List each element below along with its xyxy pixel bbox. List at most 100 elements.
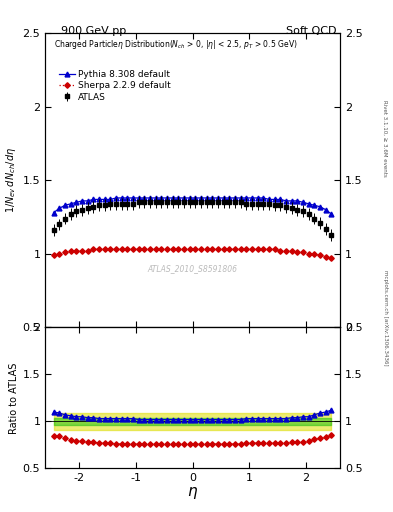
Pythia 8.308 default <box>261 195 266 201</box>
Pythia 8.308 default <box>182 195 186 201</box>
Sherpa 2.2.9 default <box>278 248 283 254</box>
Pythia 8.308 default <box>193 195 198 201</box>
Pythia 8.308 default <box>62 202 67 208</box>
Pythia 8.308 default <box>289 198 294 204</box>
Pythia 8.308 default <box>91 196 96 202</box>
Pythia 8.308 default <box>176 195 181 201</box>
Sherpa 2.2.9 default <box>204 246 209 252</box>
Pythia 8.308 default <box>142 195 147 201</box>
Sherpa 2.2.9 default <box>295 249 300 255</box>
Sherpa 2.2.9 default <box>233 246 237 252</box>
Sherpa 2.2.9 default <box>187 246 192 252</box>
Sherpa 2.2.9 default <box>51 252 56 259</box>
Sherpa 2.2.9 default <box>250 246 254 252</box>
Sherpa 2.2.9 default <box>108 246 113 252</box>
Sherpa 2.2.9 default <box>284 248 288 254</box>
Sherpa 2.2.9 default <box>68 248 73 254</box>
Sherpa 2.2.9 default <box>165 246 169 252</box>
Text: ATLAS_2010_S8591806: ATLAS_2010_S8591806 <box>147 264 238 273</box>
Sherpa 2.2.9 default <box>239 246 243 252</box>
Pythia 8.308 default <box>221 195 226 201</box>
Sherpa 2.2.9 default <box>329 255 334 261</box>
Sherpa 2.2.9 default <box>289 248 294 254</box>
Pythia 8.308 default <box>233 195 237 201</box>
Pythia 8.308 default <box>307 201 311 207</box>
Text: Charged Particle$\eta$ Distribution($N_{ch}$ > 0, |$\eta$| < 2.5, $p_T$ > 0.5 Ge: Charged Particle$\eta$ Distribution($N_{… <box>54 38 298 51</box>
Sherpa 2.2.9 default <box>62 249 67 255</box>
Text: Rivet 3.1.10, ≥ 3.6M events: Rivet 3.1.10, ≥ 3.6M events <box>383 100 387 177</box>
Pythia 8.308 default <box>165 195 169 201</box>
Pythia 8.308 default <box>255 195 260 201</box>
Pythia 8.308 default <box>227 195 232 201</box>
Pythia 8.308 default <box>171 195 175 201</box>
Pythia 8.308 default <box>210 195 215 201</box>
Pythia 8.308 default <box>125 195 130 201</box>
Sherpa 2.2.9 default <box>57 251 62 257</box>
Sherpa 2.2.9 default <box>80 248 84 254</box>
Sherpa 2.2.9 default <box>91 246 96 252</box>
Pythia 8.308 default <box>114 195 118 201</box>
Pythia 8.308 default <box>216 195 220 201</box>
Sherpa 2.2.9 default <box>176 246 181 252</box>
Line: Pythia 8.308 default: Pythia 8.308 default <box>51 196 334 217</box>
Sherpa 2.2.9 default <box>136 246 141 252</box>
Pythia 8.308 default <box>102 196 107 202</box>
Sherpa 2.2.9 default <box>119 246 124 252</box>
Pythia 8.308 default <box>187 195 192 201</box>
Pythia 8.308 default <box>136 195 141 201</box>
Sherpa 2.2.9 default <box>199 246 204 252</box>
Line: Sherpa 2.2.9 default: Sherpa 2.2.9 default <box>52 247 333 260</box>
Pythia 8.308 default <box>148 195 152 201</box>
Pythia 8.308 default <box>199 195 204 201</box>
Sherpa 2.2.9 default <box>131 246 136 252</box>
Pythia 8.308 default <box>244 195 249 201</box>
Pythia 8.308 default <box>250 195 254 201</box>
Sherpa 2.2.9 default <box>97 246 101 252</box>
Sherpa 2.2.9 default <box>261 246 266 252</box>
Sherpa 2.2.9 default <box>255 246 260 252</box>
Pythia 8.308 default <box>239 195 243 201</box>
Pythia 8.308 default <box>301 199 305 205</box>
X-axis label: $\eta$: $\eta$ <box>187 485 198 501</box>
Text: mcplots.cern.ch [arXiv:1306.3436]: mcplots.cern.ch [arXiv:1306.3436] <box>383 270 387 365</box>
Pythia 8.308 default <box>323 207 328 213</box>
Pythia 8.308 default <box>108 196 113 202</box>
Sherpa 2.2.9 default <box>153 246 158 252</box>
Pythia 8.308 default <box>57 205 62 211</box>
Pythia 8.308 default <box>131 195 136 201</box>
Pythia 8.308 default <box>318 204 323 210</box>
Sherpa 2.2.9 default <box>301 249 305 255</box>
Sherpa 2.2.9 default <box>125 246 130 252</box>
Pythia 8.308 default <box>85 198 90 204</box>
Y-axis label: $1/N_{ev}\,dN_{ch}/d\eta$: $1/N_{ev}\,dN_{ch}/d\eta$ <box>4 147 18 214</box>
Pythia 8.308 default <box>272 196 277 202</box>
Pythia 8.308 default <box>80 198 84 204</box>
Sherpa 2.2.9 default <box>216 246 220 252</box>
Sherpa 2.2.9 default <box>267 246 272 252</box>
Sherpa 2.2.9 default <box>171 246 175 252</box>
Sherpa 2.2.9 default <box>148 246 152 252</box>
Y-axis label: Ratio to ATLAS: Ratio to ATLAS <box>9 362 18 434</box>
Sherpa 2.2.9 default <box>102 246 107 252</box>
Sherpa 2.2.9 default <box>210 246 215 252</box>
Sherpa 2.2.9 default <box>159 246 164 252</box>
Sherpa 2.2.9 default <box>85 248 90 254</box>
Pythia 8.308 default <box>204 195 209 201</box>
Sherpa 2.2.9 default <box>221 246 226 252</box>
Pythia 8.308 default <box>267 196 272 202</box>
Legend: Pythia 8.308 default, Sherpa 2.2.9 default, ATLAS: Pythia 8.308 default, Sherpa 2.2.9 defau… <box>59 70 171 102</box>
Pythia 8.308 default <box>74 199 79 205</box>
Pythia 8.308 default <box>312 202 317 208</box>
Pythia 8.308 default <box>278 196 283 202</box>
Text: Soft QCD: Soft QCD <box>286 26 336 36</box>
Pythia 8.308 default <box>51 209 56 216</box>
Pythia 8.308 default <box>159 195 164 201</box>
Sherpa 2.2.9 default <box>244 246 249 252</box>
Pythia 8.308 default <box>295 198 300 204</box>
Sherpa 2.2.9 default <box>227 246 232 252</box>
Sherpa 2.2.9 default <box>114 246 118 252</box>
Sherpa 2.2.9 default <box>323 253 328 260</box>
Pythia 8.308 default <box>329 211 334 217</box>
Sherpa 2.2.9 default <box>74 248 79 254</box>
Text: 900 GeV pp: 900 GeV pp <box>61 26 126 36</box>
